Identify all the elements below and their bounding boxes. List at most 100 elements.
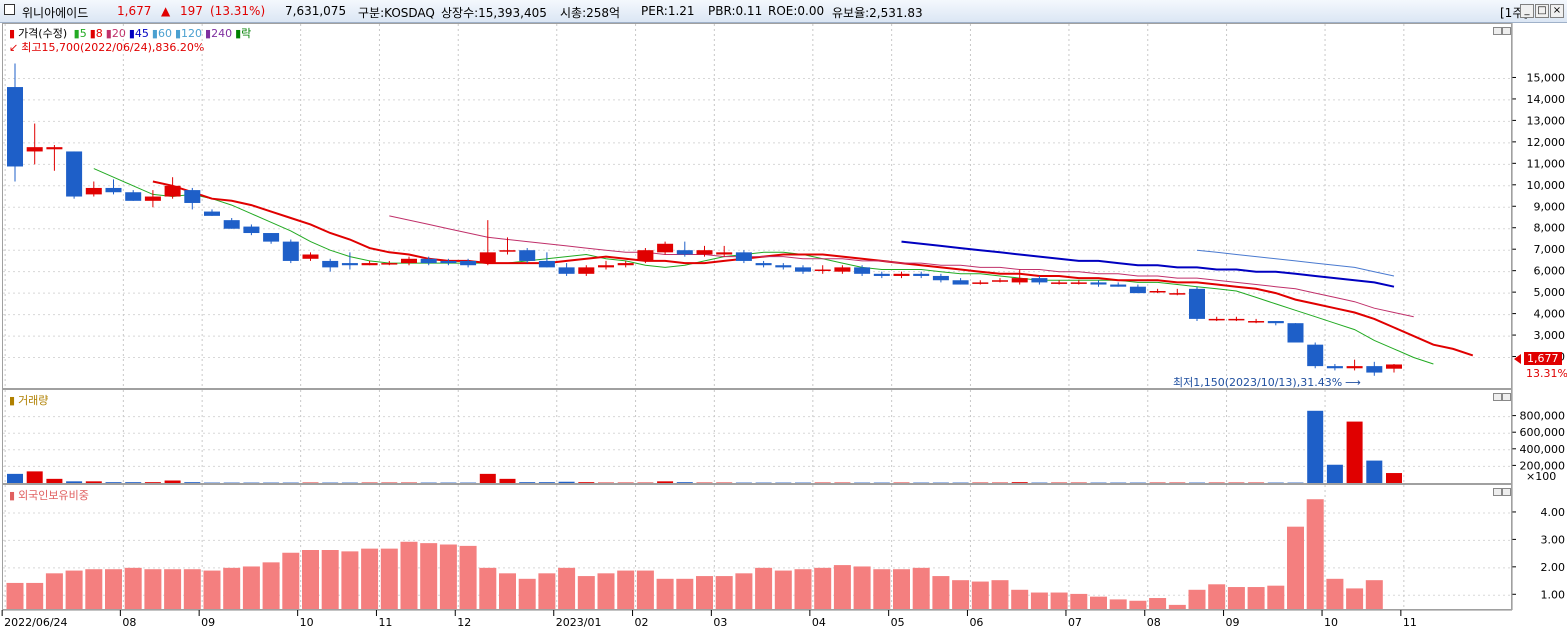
candle-body xyxy=(401,258,417,264)
foreign-ratio-bar xyxy=(1050,592,1068,609)
foreign-ratio-bar xyxy=(1227,587,1245,609)
foreign-ratio-bar xyxy=(1129,600,1147,609)
candle-body xyxy=(1070,282,1087,284)
volume-chart-panel: ▮ 거래량 xyxy=(2,389,1512,484)
volume-bar xyxy=(1011,482,1028,483)
price-panel-close-icon[interactable] xyxy=(1502,27,1511,35)
date-tick-label: 2022/06/24 xyxy=(4,616,67,629)
foreign-ratio-bar xyxy=(400,541,418,609)
volume-legend-marker-icon: ▮ xyxy=(9,394,16,407)
price-chart xyxy=(3,24,1511,388)
foreign-ratio-bar xyxy=(144,569,162,609)
foreign-ratio-bar xyxy=(459,545,477,609)
volume-legend-label: 거래량 xyxy=(18,394,49,407)
select-checkbox[interactable] xyxy=(4,4,15,15)
candle-body xyxy=(302,254,319,259)
current-price-tag: 1,677 xyxy=(1524,352,1562,365)
candle-body xyxy=(85,187,102,195)
volume-tick-label: 600,000 xyxy=(1520,426,1566,439)
candle-body xyxy=(755,263,772,266)
ma-legend-item: ▮60 xyxy=(151,27,172,40)
candle-body xyxy=(479,252,496,264)
volume-panel-menu-icon[interactable] xyxy=(1493,393,1502,401)
volume-chart xyxy=(3,390,1511,483)
price-chart-panel: ▮ 가격(수정) ▮5 ▮8 ▮20 ▮45 ▮60 ▮120 ▮240 ▮락 ↙ 최고15,70… xyxy=(2,23,1512,389)
volume-bar xyxy=(479,473,496,483)
candle-body xyxy=(7,87,23,167)
date-tick-label: 08 xyxy=(122,616,136,629)
foreign-ratio-bar xyxy=(223,567,241,609)
foreign-legend-marker-icon: ▮ xyxy=(9,489,16,502)
date-tick-label: 08 xyxy=(1147,616,1161,629)
foreign-ratio-bar xyxy=(893,569,910,609)
volume-bar xyxy=(499,478,516,483)
ma-legend-item: ▮240 xyxy=(205,27,233,40)
foreign-ratio-bar xyxy=(1109,599,1127,609)
foreign-ratio-bar xyxy=(656,578,674,609)
foreign-chart-panel: ▮ 외국인보유비중 xyxy=(2,484,1512,610)
ma-legend-item: ▮8 xyxy=(89,27,103,40)
candle-body xyxy=(952,280,969,285)
ma-line-5 xyxy=(93,168,1434,365)
foreign-ratio-bar xyxy=(932,576,950,609)
date-tick-label: 11 xyxy=(1403,616,1417,629)
price-axis: 15,000 14,000 13,000 12,000 11,000 10,000 9,00… xyxy=(1511,23,1567,389)
foreign-ratio-bar xyxy=(518,578,536,609)
close-button[interactable]: × xyxy=(1550,4,1564,18)
volume-legend: ▮ 거래량 xyxy=(9,392,51,408)
foreign-ratio-bar xyxy=(735,573,753,609)
candle-body xyxy=(263,233,280,242)
candle-body xyxy=(1169,293,1186,295)
foreign-tick-label: 4.00 xyxy=(1541,506,1566,519)
foreign-panel-close-icon[interactable] xyxy=(1502,488,1511,496)
foreign-ratio-bar xyxy=(1365,580,1383,609)
foreign-ratio-bar xyxy=(1346,588,1364,609)
candle-body xyxy=(558,267,575,274)
volume-panel-close-icon[interactable] xyxy=(1502,393,1511,401)
foreign-ratio-bar xyxy=(577,576,595,609)
market-type: 구분:KOSDAQ xyxy=(358,6,435,20)
date-tick-label: 12 xyxy=(457,616,471,629)
foreign-ratio-bar xyxy=(45,573,63,609)
volume-bar xyxy=(46,478,63,483)
price-tick-label: 10,000 xyxy=(1527,179,1566,192)
price-panel-menu-icon[interactable] xyxy=(1493,27,1502,35)
price-change: 197 xyxy=(180,4,203,18)
foreign-ratio-bar xyxy=(1326,578,1344,609)
volume-bar xyxy=(1386,473,1402,483)
foreign-ratio-bar xyxy=(1306,499,1324,609)
price-change-pct: (13.31%) xyxy=(210,4,266,18)
ma-legend: ▮5 ▮8 ▮20 ▮45 ▮60 ▮120 ▮240 ▮락 xyxy=(74,27,255,40)
price-tick-label: 15,000 xyxy=(1527,71,1566,84)
minimize-button[interactable]: _ xyxy=(1520,4,1534,18)
foreign-ratio-bar xyxy=(26,582,44,609)
date-tick-label: 06 xyxy=(969,616,983,629)
candle-body xyxy=(184,190,201,203)
date-tick-label: 2023/01 xyxy=(556,616,602,629)
foreign-tick-label: 2.00 xyxy=(1541,561,1566,574)
restore-button[interactable]: □ xyxy=(1535,4,1549,18)
price-tick-label: 12,000 xyxy=(1527,136,1566,149)
candle-body xyxy=(1386,364,1402,369)
candle-body xyxy=(735,252,752,261)
volume-bar xyxy=(1326,464,1343,483)
candle-body xyxy=(992,280,1008,282)
foreign-ratio-bar xyxy=(814,567,832,609)
volume-bar xyxy=(125,482,142,483)
ma-line-60 xyxy=(1196,249,1395,277)
candle-body xyxy=(381,263,398,265)
ma-legend-item: ▮락 xyxy=(235,27,252,40)
foreign-ratio-bar xyxy=(696,576,713,609)
foreign-panel-menu-icon[interactable] xyxy=(1493,488,1502,496)
volume-tick-label: 800,000 xyxy=(1520,410,1566,423)
candle-body xyxy=(1051,282,1068,284)
candle-body xyxy=(105,187,122,193)
foreign-ratio-bar xyxy=(774,570,792,609)
candle-body xyxy=(578,267,595,274)
candle-body xyxy=(795,267,811,272)
foreign-ratio-bar xyxy=(597,573,615,609)
foreign-ratio-bar xyxy=(1168,604,1186,609)
volume-bar xyxy=(657,481,674,483)
candle-body xyxy=(657,243,674,253)
candle-body xyxy=(1208,318,1225,321)
